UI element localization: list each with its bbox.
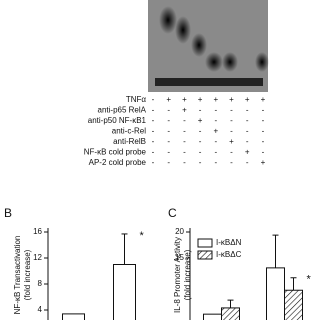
row-label: NF-κB cold probe	[84, 148, 147, 157]
lane-mark: -	[246, 106, 249, 115]
lane-mark: -	[214, 148, 217, 157]
lane-mark: -	[152, 158, 155, 167]
row-label: AP-2 cold probe	[89, 158, 147, 167]
lane-mark: -	[262, 116, 265, 125]
lane-mark: -	[199, 137, 202, 146]
lane-mark: -	[183, 148, 186, 157]
lane-mark: -	[262, 148, 265, 157]
lane-mark: -	[230, 158, 233, 167]
legend-swatch	[197, 250, 213, 260]
y-tick-label: 8	[38, 279, 43, 288]
lane-mark: -	[167, 137, 170, 146]
lane-mark: -	[167, 106, 170, 115]
lane-mark: -	[167, 116, 170, 125]
lane-mark: -	[262, 106, 265, 115]
panel-label: C	[168, 206, 177, 220]
lane-mark: -	[152, 106, 155, 115]
y-tick-label: 20	[175, 227, 184, 236]
lane-mark: -	[230, 127, 233, 136]
row-label: anti-c-Rel	[112, 127, 146, 136]
y-axis-label: IL-8 Promoter Activity	[173, 237, 182, 313]
lane-mark: +	[213, 95, 218, 104]
lane-mark: -	[214, 116, 217, 125]
lane-mark: +	[229, 95, 234, 104]
y-axis-label: (fold increase)	[23, 249, 32, 300]
lane-mark: +	[229, 137, 234, 146]
y-axis-label: (fold increase)	[183, 249, 192, 300]
lane-mark: -	[214, 137, 217, 146]
lane-mark: -	[214, 158, 217, 167]
lane-mark: -	[167, 127, 170, 136]
lane-mark: -	[167, 148, 170, 157]
lane-mark: -	[230, 106, 233, 115]
lane-mark: +	[245, 148, 250, 157]
lane-mark: -	[246, 158, 249, 167]
y-tick-label: 12	[33, 253, 42, 262]
panel-label: B	[4, 206, 12, 220]
row-label: anti-p50 NF-κB1	[88, 116, 147, 125]
y-tick-label: 4	[38, 305, 43, 314]
lane-mark: -	[199, 106, 202, 115]
legend-swatch	[197, 238, 213, 248]
bar	[113, 264, 136, 320]
bar	[284, 289, 303, 320]
lane-mark: +	[261, 95, 266, 104]
lane-mark: +	[261, 158, 266, 167]
lane-mark: +	[245, 95, 250, 104]
bar	[221, 307, 240, 320]
lane-mark: -	[199, 127, 202, 136]
lane-mark: -	[152, 148, 155, 157]
lane-mark: +	[182, 95, 187, 104]
lane-mark: -	[152, 95, 155, 104]
lane-mark: -	[262, 137, 265, 146]
bar	[203, 313, 222, 320]
lane-mark: +	[198, 116, 203, 125]
lane-mark: +	[213, 127, 218, 136]
lane-mark: +	[182, 106, 187, 115]
y-axis-label: NF-κB Transactivation	[13, 236, 22, 315]
lane-mark: -	[230, 148, 233, 157]
lane-mark: -	[246, 137, 249, 146]
bar	[62, 313, 85, 320]
row-label: anti-p65 RelA	[98, 106, 147, 115]
lane-mark: -	[230, 116, 233, 125]
significance-mark: *	[307, 274, 312, 286]
lane-mark: -	[183, 127, 186, 136]
lane-mark: +	[166, 95, 171, 104]
legend-label: I-κBΔC	[216, 250, 242, 259]
lane-mark: -	[246, 127, 249, 136]
lane-mark: -	[152, 127, 155, 136]
lane-mark: +	[198, 95, 203, 104]
significance-mark: *	[140, 230, 145, 242]
lane-mark: -	[167, 158, 170, 167]
lane-mark: -	[262, 127, 265, 136]
lane-mark: -	[199, 158, 202, 167]
lane-mark: -	[183, 137, 186, 146]
lane-mark: -	[214, 106, 217, 115]
lane-mark: -	[152, 116, 155, 125]
legend-label: I-κBΔN	[216, 238, 242, 247]
lane-mark: -	[183, 158, 186, 167]
row-label: TNFα	[126, 95, 147, 104]
lane-mark: -	[246, 116, 249, 125]
y-tick-label: 15	[175, 253, 184, 262]
row-label: anti-RelB	[113, 137, 146, 146]
lane-mark: -	[199, 148, 202, 157]
lane-mark: -	[152, 137, 155, 146]
y-tick-label: 16	[33, 227, 42, 236]
bar	[266, 267, 285, 320]
gel-image	[148, 0, 269, 92]
lane-mark: -	[183, 116, 186, 125]
